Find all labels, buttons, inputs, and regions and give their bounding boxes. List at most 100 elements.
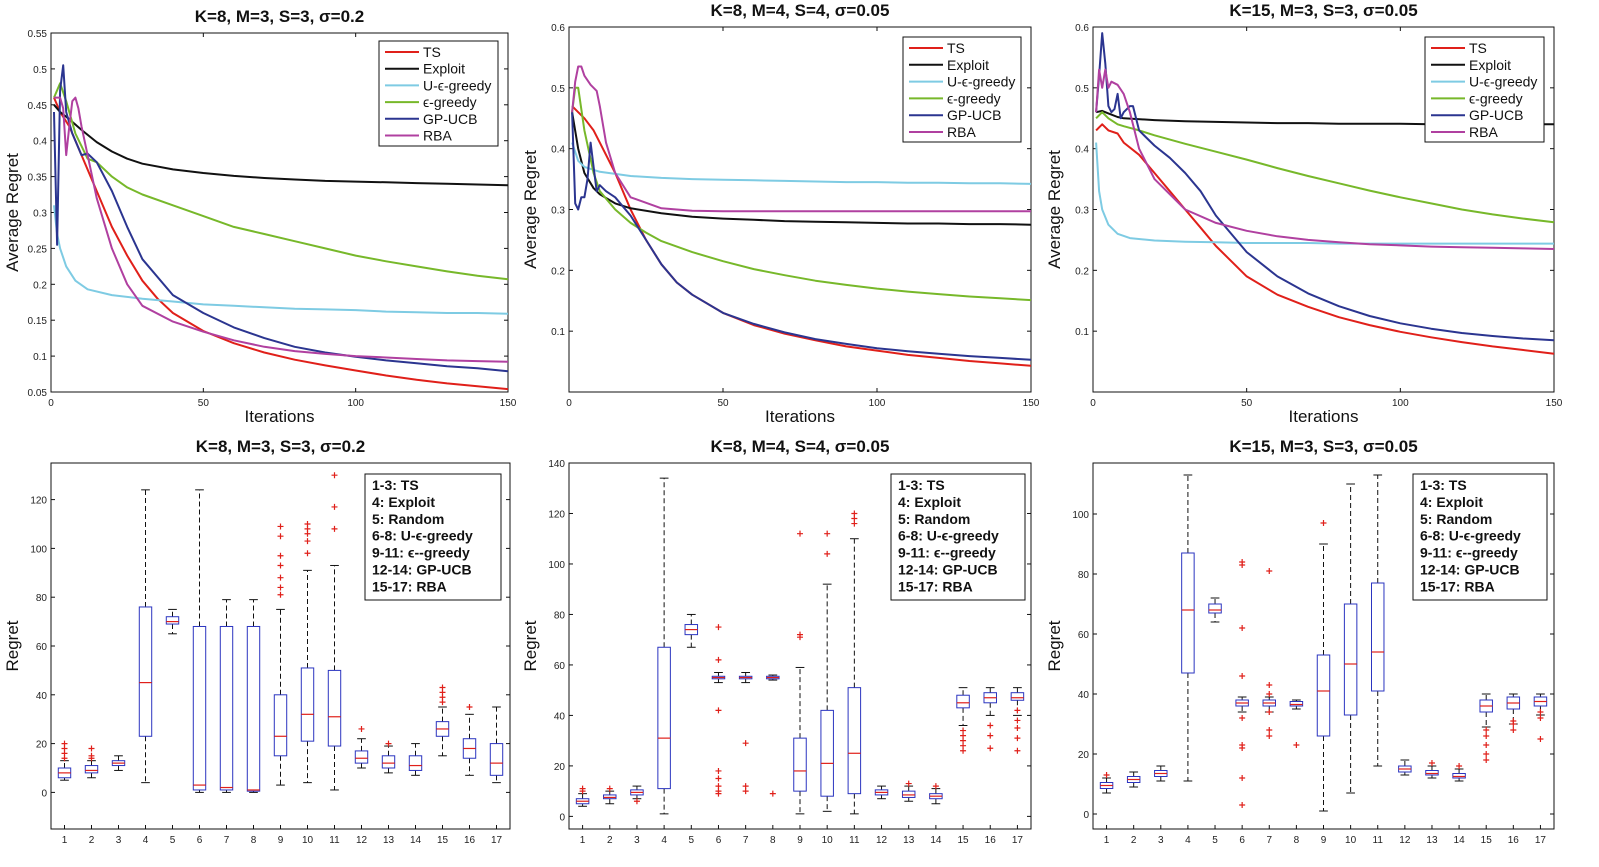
outlier-marker [960,732,967,739]
outlier-marker [1510,718,1517,724]
box-5 [1208,597,1222,623]
x-tick-label: 13 [1426,835,1438,846]
y-tick-label: 0.3 [1075,206,1089,217]
legend-entry: 1-3: TS [1420,477,1467,493]
outlier-marker [1014,717,1021,724]
outlier-marker [742,740,749,747]
legend-entry: 15-17: RBA [1420,578,1495,594]
x-tick-label: 6 [197,835,203,846]
outlier-marker [331,503,338,510]
box-15 [1479,693,1493,763]
box-iqr [219,625,234,791]
box-9 [273,523,288,786]
series-line-gp-ucb [53,64,509,373]
legend-entry: 9-11: ϵ--greedy [898,545,996,561]
outlier-marker [715,656,722,663]
x-tick-label: 8 [770,835,776,846]
legend-box [1424,36,1545,143]
outlier-marker [1537,709,1544,715]
y-tick-label: 20 [1078,750,1090,761]
series-line-exploit [571,112,1032,226]
outlier-marker [1537,715,1544,721]
y-tick-label: 40 [1078,690,1090,701]
x-tick-label: 5 [689,835,695,846]
x-tick-label: 100 [1392,398,1409,409]
y-tick-label: 100 [1072,510,1089,521]
y-tick-label: 0.3 [551,206,565,217]
x-tick-label: 17 [491,835,503,846]
box-10 [300,521,315,784]
x-tick-label: 5 [170,835,176,846]
box-15 [956,687,970,754]
outlier-marker [1239,625,1246,631]
legend-entry: 6-8: U-ϵ-greedy [372,528,473,544]
x-tick-label: 12 [1399,835,1411,846]
box-iqr [84,765,99,774]
series-line-gp-ucb [1095,32,1555,342]
series-line-rba [571,65,1031,213]
outlier-marker [1266,682,1273,688]
y-tick-label: 0.05 [28,388,48,399]
legend-entry: 15-17: RBA [898,578,973,594]
y-tick-label: 0.15 [28,316,48,327]
outlier-marker [960,742,967,749]
box-3 [630,785,644,805]
outlier-marker [987,722,994,729]
chart-panel-6: K=15, M=3, S=3, σ=0.051 2 3 4 5 6 7 8 9 10 11 12 13 1… [1045,437,1555,846]
box-8 [766,674,780,797]
outlier-marker [797,631,803,638]
y-tick-label: 0.5 [1075,84,1089,95]
y-tick-label: 0.5 [33,65,47,76]
box-iqr [847,687,862,795]
box-17 [1010,687,1025,754]
x-tick-label: 4 [1185,835,1191,846]
x-tick-label: 16 [985,835,997,846]
outlier-marker [1239,745,1246,751]
legend-entry: 12-14: GP-UCB [898,562,998,578]
outlier-marker [1483,727,1490,733]
legend-box [890,473,1026,601]
legend-label: ϵ-greedy [947,90,1001,106]
legend-label: Exploit [1469,57,1511,73]
outlier-marker [1483,757,1490,763]
legend-entry: 12-14: GP-UCB [372,562,472,578]
box-iqr [246,625,261,792]
box-12 [354,725,369,769]
box-iqr [381,755,396,769]
outlier-marker [1483,742,1490,748]
outlier-marker [1266,568,1273,574]
chart-title: K=15, M=3, S=3, σ=0.05 [1229,437,1417,456]
legend-entry: 4: Exploit [372,494,435,510]
box-5 [165,608,180,635]
box-iqr [1289,701,1304,707]
y-tick-label: 100 [30,544,47,555]
outlier-marker [715,707,722,714]
y-tick-label: 80 [36,593,48,604]
series-line--greedy [1095,111,1555,224]
outlier-marker [1320,520,1327,526]
x-tick-label: 9 [797,835,803,846]
x-tick-label: 9 [278,835,284,846]
y-tick-label: 80 [554,610,566,621]
outlier-marker [851,515,858,522]
outlier-marker [797,530,803,537]
outlier-marker [905,780,912,787]
y-tick-label: 120 [548,509,565,520]
outlier-marker [277,552,284,559]
y-tick-label: 0.2 [551,266,565,277]
legend-label: RBA [423,128,452,144]
box-iqr [273,694,288,757]
box-iqr [1208,603,1222,614]
box-11 [1370,474,1385,767]
outlier-marker [960,737,967,744]
box-14 [1452,763,1466,782]
legend-entry: 15-17: RBA [372,578,447,594]
x-tick-label: 150 [1023,398,1040,409]
box-14 [929,783,943,805]
y-tick-label: 0.4 [33,137,47,148]
legend-entry: 5: Random [898,511,970,527]
y-tick-label: 60 [1078,630,1090,641]
y-tick-label: 20 [554,762,566,773]
x-axis-label: Iterations [765,407,835,426]
